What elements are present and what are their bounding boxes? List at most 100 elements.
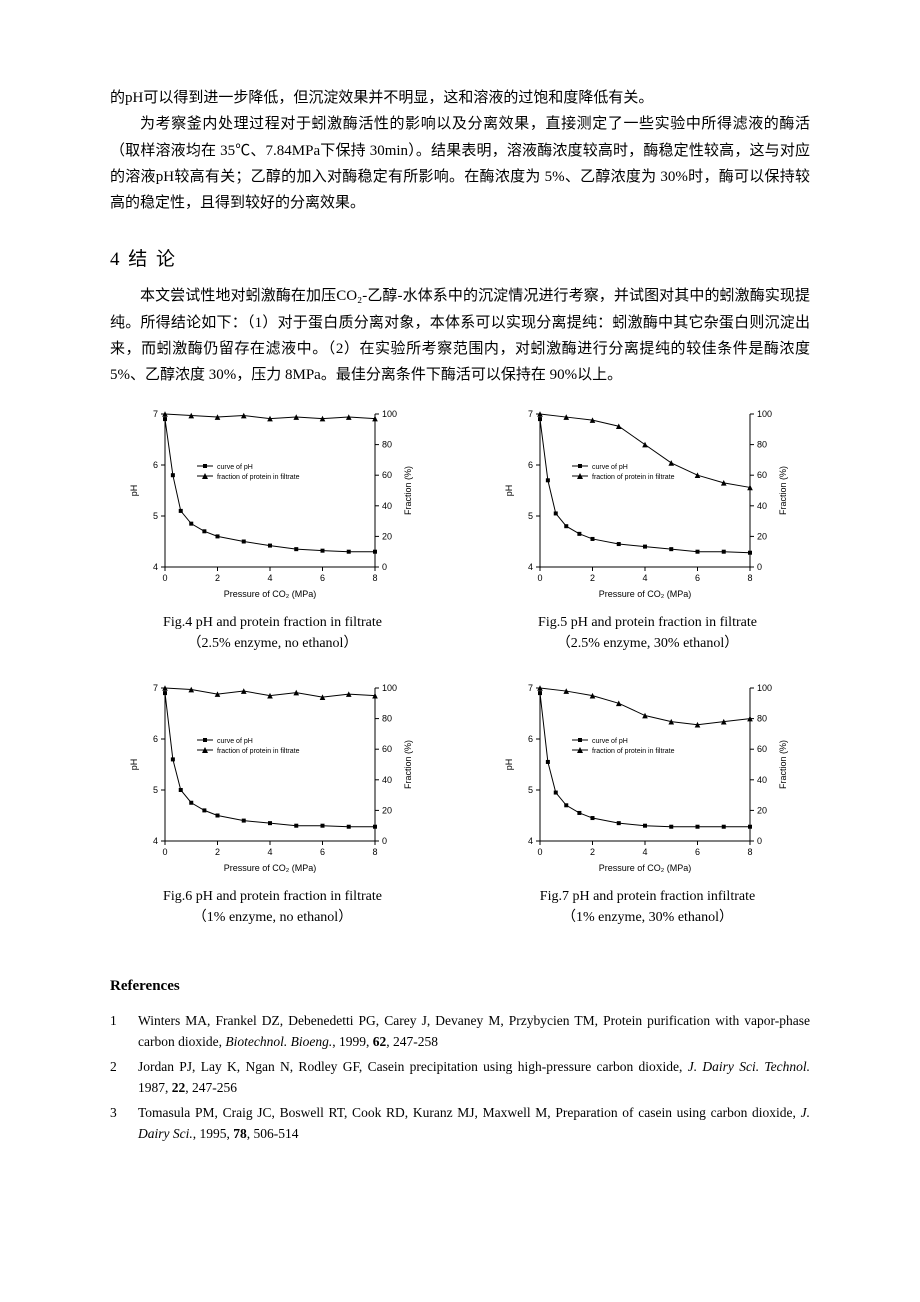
paragraph-1: 的pH可以得到进一步降低，但沉淀效果并不明显，这和溶液的过饱和度降低有关。 [110, 85, 810, 111]
chart-fig7: 024684567020406080100Pressure of CO₂ (MP… [498, 680, 798, 880]
svg-text:curve of pH: curve of pH [217, 464, 253, 471]
svg-text:0: 0 [382, 562, 387, 572]
chart-fig5: 024684567020406080100Pressure of CO₂ (MP… [498, 406, 798, 606]
svg-text:60: 60 [382, 744, 392, 754]
svg-text:6: 6 [694, 573, 699, 583]
svg-text:6: 6 [319, 573, 324, 583]
svg-text:60: 60 [382, 470, 392, 480]
svg-text:6: 6 [319, 847, 324, 857]
svg-text:0: 0 [162, 573, 167, 583]
svg-text:0: 0 [757, 562, 762, 572]
figures-grid: 024684567020406080100Pressure of CO₂ (MP… [110, 406, 810, 928]
chart-fig4: 0 2 4 6 8 4 5 6 7 0 20 40 60 80 100 Pressure of CO₂ (MP… [123, 406, 423, 606]
reference-number: 1 [110, 1011, 138, 1053]
svg-text:fraction of protein in filtrat: fraction of protein in filtrate [217, 748, 300, 755]
figure-4-caption: Fig.4 pH and protein fraction in filtrat… [123, 612, 423, 654]
reference-list: 1Winters MA, Frankel DZ, Debenedetti PG,… [110, 1011, 810, 1145]
svg-text:Fraction (%): Fraction (%) [403, 466, 413, 515]
svg-text:4: 4 [527, 836, 532, 846]
svg-text:60: 60 [757, 470, 767, 480]
svg-text:4: 4 [527, 562, 532, 572]
reference-text: Tomasula PM, Craig JC, Boswell RT, Cook … [138, 1103, 810, 1145]
svg-text:8: 8 [747, 573, 752, 583]
svg-text:curve of pH: curve of pH [592, 738, 628, 745]
figure-5-caption: Fig.5 pH and protein fraction in filtrat… [498, 612, 798, 654]
svg-text:4: 4 [267, 847, 272, 857]
svg-text:5: 5 [527, 785, 532, 795]
svg-text:2: 2 [214, 573, 219, 583]
svg-text:40: 40 [382, 775, 392, 785]
svg-text:4: 4 [642, 847, 647, 857]
svg-text:2: 2 [589, 573, 594, 583]
svg-text:60: 60 [757, 744, 767, 754]
reference-number: 3 [110, 1103, 138, 1145]
svg-text:8: 8 [372, 847, 377, 857]
figure-7-caption: Fig.7 pH and protein fraction infiltrate… [498, 886, 798, 928]
reference-item: 2Jordan PJ, Lay K, Ngan N, Rodley GF, Ca… [110, 1057, 810, 1099]
svg-text:20: 20 [382, 532, 392, 542]
svg-text:curve of pH: curve of pH [592, 464, 628, 471]
svg-text:5: 5 [152, 511, 157, 521]
references-heading: References [110, 978, 810, 995]
figure-4: 0 2 4 6 8 4 5 6 7 0 20 40 60 80 100 Pressure of CO₂ (MP… [123, 406, 423, 654]
svg-text:7: 7 [152, 683, 157, 693]
svg-text:100: 100 [757, 683, 772, 693]
svg-text:0: 0 [757, 836, 762, 846]
figure-6-caption: Fig.6 pH and protein fraction in filtrat… [123, 886, 423, 928]
svg-text:4: 4 [642, 573, 647, 583]
svg-text:Fraction (%): Fraction (%) [778, 466, 788, 515]
reference-item: 3Tomasula PM, Craig JC, Boswell RT, Cook… [110, 1103, 810, 1145]
svg-text:100: 100 [382, 683, 397, 693]
figure-6: 024684567020406080100Pressure of CO₂ (MP… [123, 680, 423, 928]
figure-7: 024684567020406080100Pressure of CO₂ (MP… [498, 680, 798, 928]
svg-text:20: 20 [757, 806, 767, 816]
paragraph-2: 为考察釜内处理过程对于蚓激酶活性的影响以及分离效果，直接测定了一些实验中所得滤液… [110, 111, 810, 216]
svg-text:2: 2 [214, 847, 219, 857]
svg-text:0: 0 [537, 847, 542, 857]
paragraph-3: 本文尝试性地对蚓激酶在加压CO₂-乙醇-水体系中的沉淀情况进行考察，并试图对其中… [110, 283, 810, 388]
svg-text:80: 80 [382, 440, 392, 450]
svg-text:4: 4 [267, 573, 272, 583]
svg-text:0: 0 [537, 573, 542, 583]
svg-text:100: 100 [382, 409, 397, 419]
svg-text:6: 6 [152, 734, 157, 744]
svg-text:80: 80 [757, 440, 767, 450]
reference-text: Jordan PJ, Lay K, Ngan N, Rodley GF, Cas… [138, 1057, 810, 1099]
svg-text:6: 6 [527, 460, 532, 470]
svg-text:2: 2 [589, 847, 594, 857]
svg-text:curve of pH: curve of pH [217, 738, 253, 745]
svg-text:pH: pH [504, 759, 514, 771]
svg-text:Pressure of CO₂ (MPa): Pressure of CO₂ (MPa) [223, 589, 316, 599]
svg-text:8: 8 [372, 573, 377, 583]
svg-text:fraction of protein in filtrat: fraction of protein in filtrate [592, 748, 675, 755]
svg-text:8: 8 [747, 847, 752, 857]
svg-text:7: 7 [527, 683, 532, 693]
svg-text:20: 20 [382, 806, 392, 816]
svg-text:fraction of protein in filtrat: fraction of protein in filtrate [592, 474, 675, 481]
svg-text:80: 80 [757, 714, 767, 724]
svg-text:6: 6 [527, 734, 532, 744]
svg-text:fraction of protein in filtrat: fraction of protein in filtrate [217, 474, 300, 481]
svg-text:6: 6 [694, 847, 699, 857]
svg-text:0: 0 [162, 847, 167, 857]
svg-text:7: 7 [152, 409, 157, 419]
svg-text:pH: pH [504, 485, 514, 497]
svg-text:80: 80 [382, 714, 392, 724]
svg-text:40: 40 [382, 501, 392, 511]
svg-text:pH: pH [129, 759, 139, 771]
svg-text:4: 4 [152, 562, 157, 572]
svg-text:4: 4 [152, 836, 157, 846]
svg-text:Fraction (%): Fraction (%) [403, 740, 413, 789]
svg-text:Pressure of CO₂ (MPa): Pressure of CO₂ (MPa) [598, 863, 691, 873]
svg-text:Fraction (%): Fraction (%) [778, 740, 788, 789]
svg-text:Pressure of CO₂ (MPa): Pressure of CO₂ (MPa) [598, 589, 691, 599]
reference-number: 2 [110, 1057, 138, 1099]
svg-text:6: 6 [152, 460, 157, 470]
svg-text:pH: pH [129, 485, 139, 497]
svg-text:100: 100 [757, 409, 772, 419]
figure-5: 024684567020406080100Pressure of CO₂ (MP… [498, 406, 798, 654]
svg-text:Pressure of CO₂ (MPa): Pressure of CO₂ (MPa) [223, 863, 316, 873]
reference-item: 1Winters MA, Frankel DZ, Debenedetti PG,… [110, 1011, 810, 1053]
section-heading-4: 4 结 论 [110, 244, 810, 271]
svg-text:5: 5 [152, 785, 157, 795]
